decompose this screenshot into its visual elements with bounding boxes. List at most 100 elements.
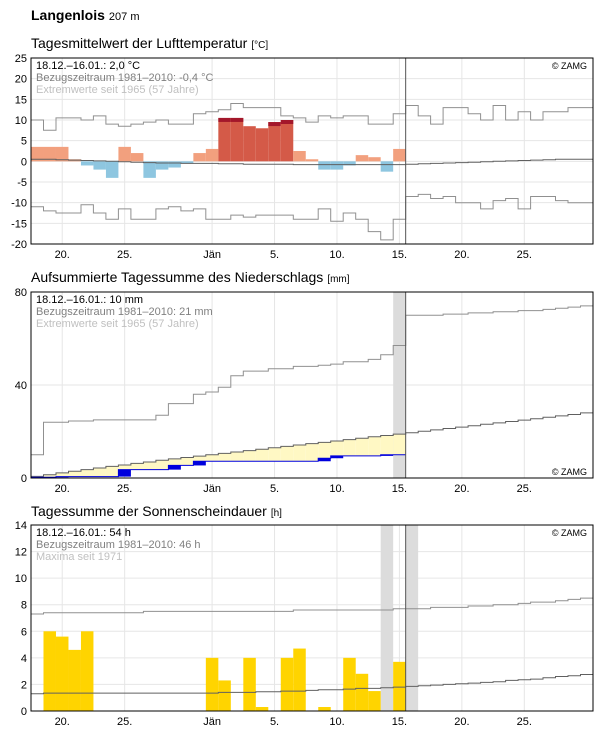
precip-deficit-area (55, 472, 69, 477)
sunshine-bar (318, 707, 331, 711)
x-tick-label: 5. (270, 716, 279, 728)
precip-daily-bar (330, 455, 344, 459)
temperature-frame (30, 57, 594, 245)
y-tick-label: 2 (21, 679, 27, 691)
temperature-y-ticks: 25 20 15 10 5 0 -5 -10 -15 -20 (11, 53, 27, 251)
sunshine-y-ticks: 14 12 10 8 6 4 2 0 (15, 520, 27, 718)
x-tick-label: Jän (203, 716, 221, 728)
precip-extreme-max-line (31, 305, 593, 456)
precipitation-x-ticks: 20. 25. Jän 5. 10. 15. 20. 25. (55, 483, 532, 495)
temperature-info-extremes: Extremwerte seit 1965 (57 Jahre) (36, 84, 199, 96)
x-tick-label: 20. (55, 716, 70, 728)
x-tick-label: 25. (117, 716, 132, 728)
y-tick-label: 15 (15, 94, 27, 106)
temperature-x-ticks: 20. 25. Jän 5. 10. 15. 20. 25. (55, 249, 532, 261)
precip-daily-bar (168, 465, 181, 470)
precip-deficit-area (280, 446, 294, 462)
x-tick-label: 5. (270, 249, 279, 261)
x-tick-label: Jän (203, 249, 221, 261)
sunshine-bar (355, 673, 369, 711)
precipitation-title: Aufsummierte Tagessumme des Niederschlag… (31, 269, 323, 285)
temperature-bar (43, 146, 56, 162)
precip-deficit-area (255, 449, 269, 462)
temperature-bar (168, 161, 181, 168)
x-tick-label: 10. (329, 716, 344, 728)
sunshine-bar (343, 657, 356, 711)
precipitation-panel: Aufsummierte Tagessumme des Niederschlag… (15, 269, 594, 495)
precip-deficit-area (368, 436, 381, 456)
precip-deficit-area (130, 463, 144, 470)
temperature-bar (155, 161, 169, 170)
sunshine-bar (255, 707, 269, 711)
x-tick-label: 5. (270, 483, 279, 495)
y-tick-label: 0 (21, 706, 27, 718)
precipitation-marks (31, 292, 593, 478)
precip-deficit-area (268, 447, 281, 462)
temperature-title: Tagesmittelwert der Lufttemperatur (31, 35, 248, 51)
temperature-info-reference: Bezugszeitraum 1981–2010: -0,4 °C (36, 72, 214, 84)
precipitation-info-reference: Bezugszeitraum 1981–2010: 21 mm (36, 306, 213, 318)
temperature-bar (55, 146, 69, 162)
temperature-bar (255, 128, 269, 162)
y-tick-label: 5 (21, 136, 27, 148)
precip-deficit-area (243, 450, 256, 462)
sunshine-normal-line (31, 674, 593, 695)
temperature-record-cap (268, 122, 281, 127)
sunshine-bar (368, 691, 381, 711)
precip-deficit-area (168, 458, 181, 466)
temperature-bar (31, 146, 44, 162)
temperature-bar (218, 117, 231, 162)
x-tick-label: 25. (517, 483, 532, 495)
y-tick-label: 10 (15, 115, 27, 127)
y-tick-label: 10 (15, 573, 27, 585)
precip-deficit-area (318, 442, 331, 459)
temperature-record-cap (280, 120, 294, 124)
precipitation-credit: © ZAMG (552, 467, 587, 477)
sunshine-unit: [h] (271, 508, 282, 519)
y-tick-label: -10 (11, 198, 27, 210)
y-tick-label: 0 (21, 156, 27, 168)
temperature-bar (230, 117, 244, 162)
precip-deficit-area (43, 474, 56, 478)
x-tick-label: 15. (392, 716, 407, 728)
sunshine-x-ticks: 20. 25. Jän 5. 10. 15. 20. 25. (55, 716, 532, 728)
missing-data-band (380, 525, 394, 711)
temperature-extreme-min-line (31, 193, 593, 241)
sunshine-bar (80, 631, 94, 711)
sunshine-panel: Tagessumme der Sonnenscheindauer [h] 141… (15, 503, 594, 728)
sunshine-bar (293, 648, 306, 711)
sunshine-info-maxima: Maxima seit 1971 (36, 551, 122, 563)
sunshine-bar (280, 657, 294, 711)
station-name: Langenlois (31, 7, 105, 23)
precip-deficit-area (205, 454, 219, 462)
sunshine-bar (68, 649, 81, 711)
precip-daily-bar (193, 461, 206, 466)
y-tick-label: 0 (21, 473, 27, 485)
y-tick-label: 14 (15, 520, 27, 532)
precip-deficit-area (118, 464, 131, 470)
precip-deficit-area (330, 441, 344, 456)
sunshine-bar (243, 657, 256, 711)
temperature-info-period: 18.12.–16.01.: 2,0 °C (36, 60, 140, 72)
temperature-bar (80, 161, 94, 166)
precip-observed-line (31, 454, 406, 478)
temperature-bar (343, 161, 356, 166)
sunshine-bar (393, 661, 406, 711)
station-elevation: 207 m (109, 11, 140, 23)
precip-deficit-area (380, 435, 394, 455)
precip-deficit-area (193, 456, 206, 462)
x-tick-label: 15. (392, 249, 407, 261)
sunshine-info-period: 18.12.–16.01.: 54 h (36, 527, 131, 539)
precip-deficit-area (218, 453, 231, 462)
temperature-bar (280, 120, 294, 162)
x-tick-label: 25. (117, 483, 132, 495)
precip-deficit-area (305, 443, 319, 462)
sunshine-frame (30, 524, 594, 712)
temperature-bar (380, 161, 394, 172)
x-tick-label: 20. (454, 483, 469, 495)
sunshine-bar (55, 636, 69, 711)
precip-deficit-area (355, 438, 369, 456)
precip-deficit-area (105, 466, 119, 477)
temperature-bar (193, 153, 206, 162)
missing-data-band (393, 292, 406, 478)
